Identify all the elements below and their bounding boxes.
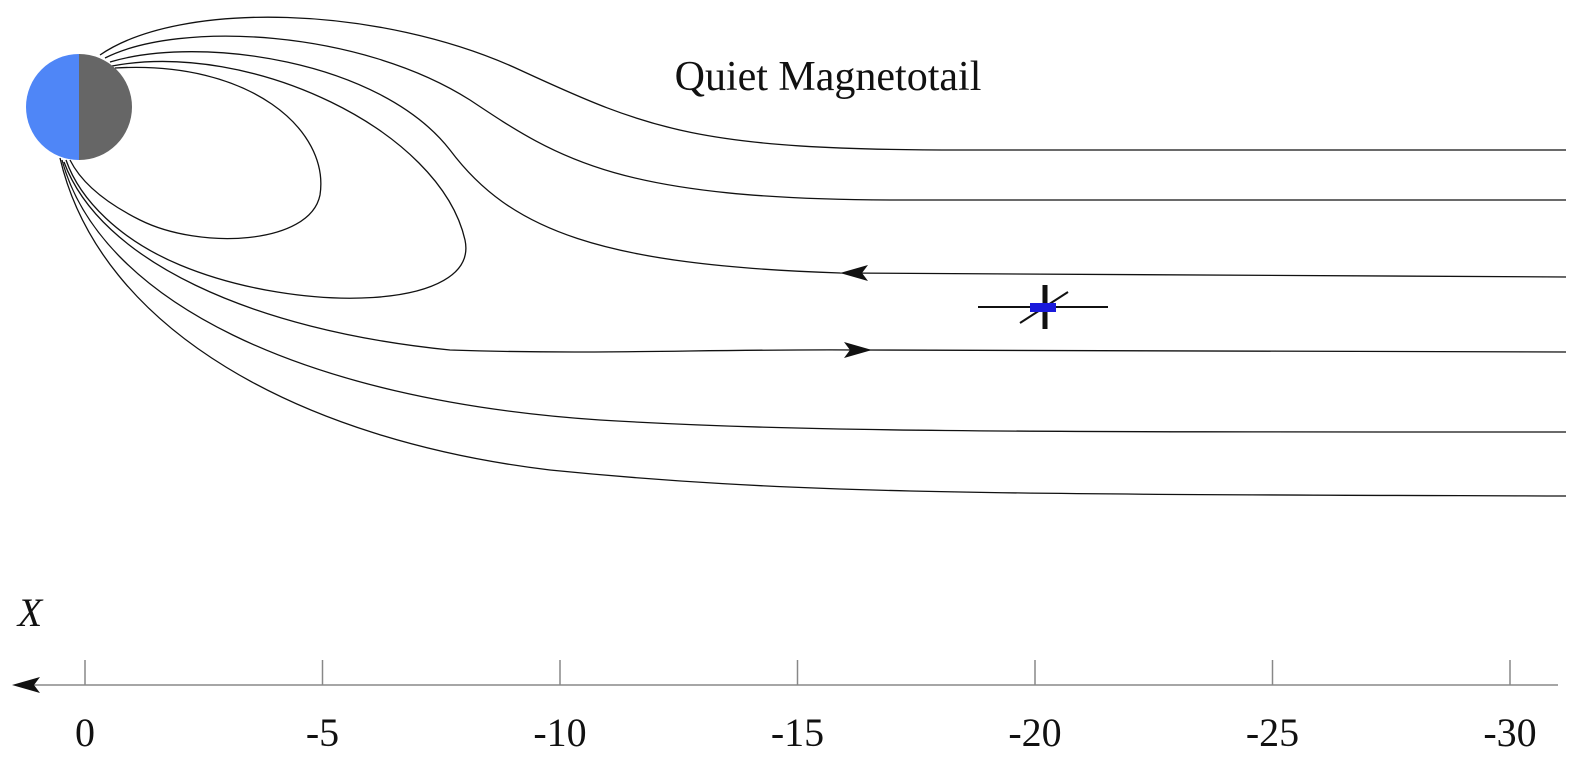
tick-label: -25 bbox=[1246, 710, 1299, 755]
field-line bbox=[63, 161, 1567, 353]
tick-label: -20 bbox=[1008, 710, 1061, 755]
earth bbox=[26, 54, 132, 160]
closed-field-line bbox=[65, 60, 467, 299]
tick-label: -5 bbox=[306, 710, 339, 755]
tick-label: -10 bbox=[533, 710, 586, 755]
tick-label: 0 bbox=[75, 710, 95, 755]
earth-day-side bbox=[26, 54, 79, 160]
closed-field-line bbox=[69, 66, 322, 240]
title: Quiet Magnetotail bbox=[675, 54, 982, 100]
axis-label: X bbox=[16, 590, 44, 635]
field-line bbox=[59, 157, 1567, 497]
field-lines bbox=[59, 16, 1567, 497]
field-line bbox=[61, 159, 1567, 433]
arrowhead bbox=[840, 265, 868, 281]
field-line bbox=[109, 51, 1567, 278]
x-line-marker bbox=[978, 285, 1108, 329]
tick-label: -30 bbox=[1483, 710, 1536, 755]
field-line bbox=[99, 16, 1566, 151]
arrowhead bbox=[844, 342, 872, 358]
tick-label: -15 bbox=[771, 710, 824, 755]
earth-night-side bbox=[79, 54, 132, 160]
x-axis: 0 -5 -10 -15 -20 -25 -30 bbox=[12, 660, 1558, 755]
field-line bbox=[104, 35, 1566, 201]
